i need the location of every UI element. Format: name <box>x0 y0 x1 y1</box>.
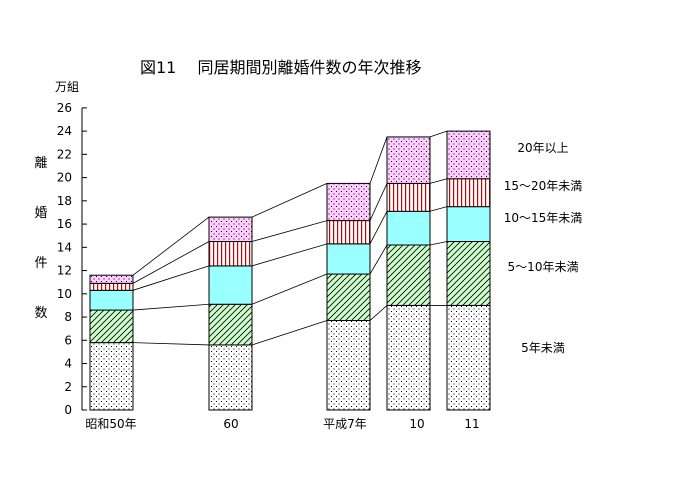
y-unit-label: 万組 <box>55 80 79 94</box>
x-tick-labels: 昭和50年 60 平成7年 10 11 <box>85 417 479 431</box>
x-tick-label: 平成7年 <box>323 417 367 431</box>
bar-segment <box>386 182 431 212</box>
bar-segment <box>89 309 134 344</box>
bar-segment <box>89 274 134 284</box>
connector-line <box>251 243 328 267</box>
y-tick-label: 10 <box>57 287 72 301</box>
bar-segment <box>89 342 134 411</box>
chart-title: 図11 同居期間別離婚件数の年次推移 <box>140 58 421 77</box>
y-tick-label: 16 <box>57 217 72 231</box>
bar-segment <box>446 206 491 243</box>
connector-line <box>251 220 328 242</box>
connector-line <box>369 183 388 221</box>
bar-segment <box>89 282 134 291</box>
bar-segment <box>446 304 491 411</box>
bar-segment <box>386 210 431 246</box>
connector-line <box>429 241 448 246</box>
bar-segment <box>208 303 253 346</box>
y-axis-label-char: 離 <box>34 156 47 171</box>
connector-line <box>369 244 388 275</box>
y-tick-label: 18 <box>57 194 72 208</box>
bars <box>89 130 491 411</box>
bar-segment <box>326 273 371 322</box>
x-tick-label: 11 <box>464 417 479 431</box>
bar-segment <box>326 243 371 275</box>
x-tick-label: 10 <box>409 417 424 431</box>
x-tick-label: 60 <box>223 417 238 431</box>
x-tick-label: 昭和50年 <box>85 417 136 431</box>
y-tick-label: 2 <box>64 380 72 394</box>
bar-segment <box>208 241 253 267</box>
y-tick-label: 12 <box>57 264 72 278</box>
bar-segment <box>208 216 253 243</box>
legend-label: 20年以上 <box>517 141 568 155</box>
bar-segment <box>446 130 491 180</box>
bar-segment <box>326 220 371 245</box>
y-axis-label-char: 婚 <box>34 206 47 221</box>
legend-label: 15～20年未満 <box>504 179 583 193</box>
connector-line <box>251 183 328 218</box>
connector-line <box>369 136 388 184</box>
connector-line <box>132 241 210 284</box>
connector-line <box>251 320 328 346</box>
bar-segment <box>386 244 431 306</box>
bar-segment <box>446 178 491 208</box>
connector-line <box>429 206 448 212</box>
connector-line <box>132 303 210 311</box>
y-tick-label: 8 <box>64 310 72 324</box>
y-tick-label: 4 <box>64 357 72 371</box>
connector-line <box>369 211 388 245</box>
connector-line <box>429 178 448 184</box>
bar-segment <box>208 265 253 305</box>
y-tick-label: 22 <box>57 147 72 161</box>
connector-line <box>132 265 210 291</box>
bar-segment <box>446 241 491 306</box>
bar-segment <box>386 304 431 411</box>
connector-lines <box>132 130 448 346</box>
y-tick-label: 0 <box>64 403 72 417</box>
legend-label: 5～10年未満 <box>508 260 579 274</box>
y-axis-label-char: 件 <box>34 256 47 271</box>
y-tick-label: 14 <box>57 240 72 254</box>
y-axis-label: 離婚件数 <box>34 156 47 321</box>
bar-segment <box>208 344 253 411</box>
connector-line <box>251 273 328 305</box>
legend: 5年未満 5～10年未満 10～15年未満 15～20年未満 20年以上 <box>504 141 583 355</box>
y-tick-label: 24 <box>57 124 72 138</box>
connector-line <box>132 342 210 346</box>
connector-line <box>132 216 210 276</box>
legend-label: 5年未満 <box>521 341 565 355</box>
y-tick-label: 20 <box>57 171 72 185</box>
bar-segment <box>326 182 371 222</box>
y-tick-label: 6 <box>64 333 72 347</box>
y-tick-label: 26 <box>57 101 72 115</box>
connector-line <box>369 305 388 321</box>
bar-segment <box>89 289 134 311</box>
bar-segment <box>326 320 371 411</box>
legend-label: 10～15年未満 <box>504 211 583 225</box>
connector-line <box>429 130 448 138</box>
bar-segment <box>386 136 431 184</box>
y-axis-label-char: 数 <box>34 306 47 321</box>
